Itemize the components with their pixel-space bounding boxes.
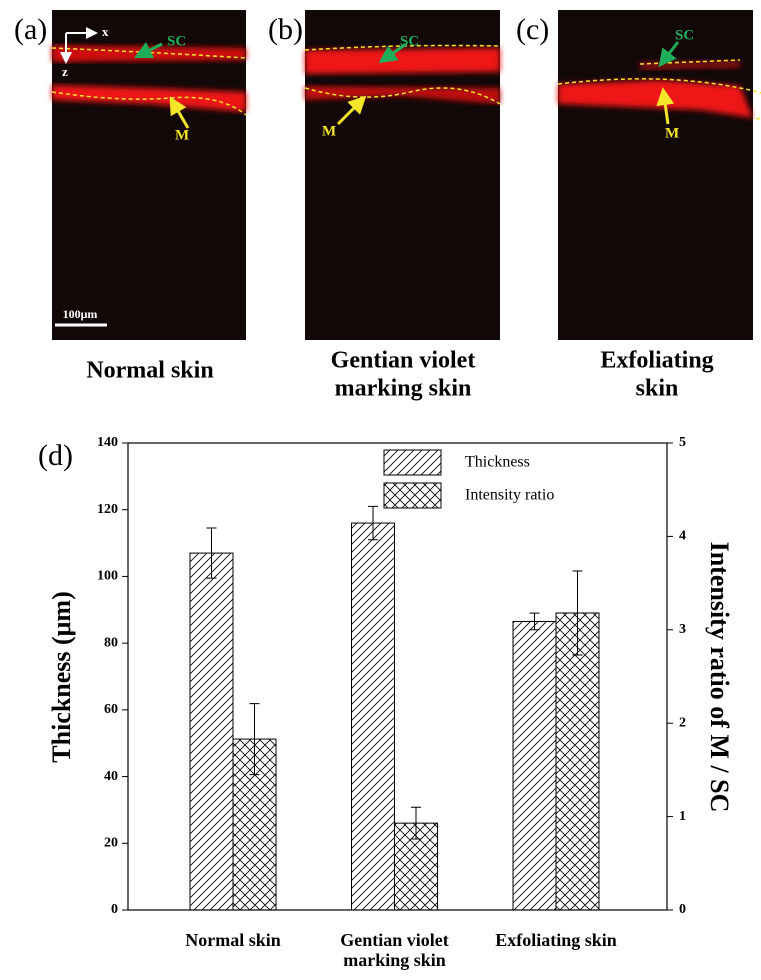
panel-label: (c) [516, 13, 549, 46]
arrow [658, 41, 680, 68]
legend-swatch [383, 449, 442, 476]
arrow [133, 41, 163, 59]
y-axis-label: Thickness (μm) [47, 591, 76, 762]
x-tick-label: Gentian violet marking skin [340, 930, 449, 970]
sc-label: SC [167, 33, 186, 49]
scale-label: 100μm [63, 307, 98, 321]
panel-label: (d) [38, 439, 73, 472]
arrow [336, 95, 367, 126]
sc-label: SC [400, 33, 419, 49]
x-tick-label: Normal skin [185, 930, 281, 950]
arrow [169, 96, 190, 129]
error-bar [411, 806, 421, 840]
m-label: M [322, 123, 336, 139]
m-band [52, 85, 246, 112]
panel-c: (c) SC M Exfoliating skin [516, 10, 761, 402]
x-tick-label: Exfoliating skin [495, 930, 617, 950]
sc-band [305, 48, 500, 74]
axis-label: x [102, 24, 109, 39]
error-bar [572, 570, 583, 656]
error-bar [249, 703, 260, 776]
m-label: M [665, 125, 679, 141]
m-label: M [175, 127, 189, 143]
y2-tick-label: 3 [679, 622, 686, 637]
caption: Exfoliating [600, 348, 713, 374]
bar [351, 522, 395, 911]
y2-axis-label: Intensity ratio of M / SC [705, 542, 734, 813]
y2-tick-label: 1 [679, 809, 686, 824]
error-bar [368, 505, 378, 541]
arrow [656, 87, 675, 125]
panel-b: (b) SC M Gentian violet marking skin [268, 10, 501, 402]
bar [555, 612, 600, 911]
m-band [558, 80, 753, 118]
y-tick-label: 100 [97, 569, 118, 584]
y-tick-label: 40 [104, 769, 118, 784]
caption: Gentian violet [331, 348, 476, 374]
boundary [557, 59, 761, 121]
legend-swatch [383, 482, 442, 509]
y2-tick-label: 5 [679, 435, 686, 450]
bar [512, 620, 557, 911]
arrow [378, 42, 407, 64]
error-bar [529, 612, 540, 631]
boundary [51, 47, 247, 116]
image [52, 10, 246, 340]
y2-tick-label: 4 [679, 529, 686, 544]
y-tick-label: 80 [104, 635, 118, 650]
y-tick-label: 120 [97, 502, 118, 517]
panel-label: (a) [14, 13, 47, 46]
boundary [304, 44, 501, 105]
image [558, 10, 753, 340]
caption: Normal skin [86, 358, 213, 384]
legend-label: Thickness [465, 454, 530, 471]
y-tick-label: 140 [97, 435, 118, 450]
y-tick-label: 0 [111, 902, 118, 917]
caption: marking skin [335, 376, 472, 402]
sc-label: SC [675, 27, 694, 43]
y2-tick-label: 2 [679, 715, 686, 730]
y2-tick-label: 0 [679, 902, 686, 917]
y-tick-label: 60 [104, 702, 118, 717]
bar [189, 552, 234, 911]
panel-label: (b) [268, 13, 303, 46]
caption: skin [636, 376, 679, 402]
legend-label: Intensity ratio [465, 487, 554, 504]
axis-label: z [62, 64, 68, 79]
error-bar [206, 527, 217, 579]
y-tick-label: 20 [104, 836, 118, 851]
panel-a: (a) SC M x z 100μm Normal skin [14, 10, 247, 384]
m-band [305, 86, 500, 104]
